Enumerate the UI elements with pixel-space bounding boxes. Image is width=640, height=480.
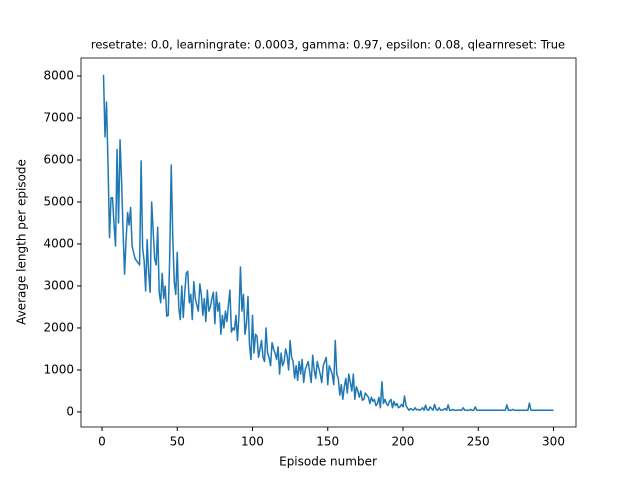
- line: [102, 74, 554, 411]
- x-tick-label: 100: [241, 435, 264, 449]
- x-tick-label: 300: [542, 435, 565, 449]
- chart-title: resetrate: 0.0, learningrate: 0.0003, ga…: [91, 38, 565, 52]
- y-tick-label: 2000: [43, 320, 74, 334]
- x-tick-label: 0: [98, 435, 106, 449]
- y-tick-label: 0: [66, 404, 74, 418]
- x-tick-label: 250: [467, 435, 490, 449]
- x-tick-label: 50: [170, 435, 185, 449]
- y-tick-label: 1000: [43, 362, 74, 376]
- y-axis-label: Average length per episode: [15, 159, 29, 325]
- y-tick-label: 7000: [43, 111, 74, 125]
- y-tick-label: 8000: [43, 69, 74, 83]
- y-tick-label: 6000: [43, 152, 74, 166]
- x-tick-label: 200: [392, 435, 415, 449]
- y-tick-label: 4000: [43, 236, 74, 250]
- y-tick-label: 3000: [43, 278, 74, 292]
- y-tick-label: 5000: [43, 194, 74, 208]
- plot-frame: [80, 57, 577, 428]
- x-axis-label: Episode number: [279, 455, 377, 469]
- x-tick-label: 150: [316, 435, 339, 449]
